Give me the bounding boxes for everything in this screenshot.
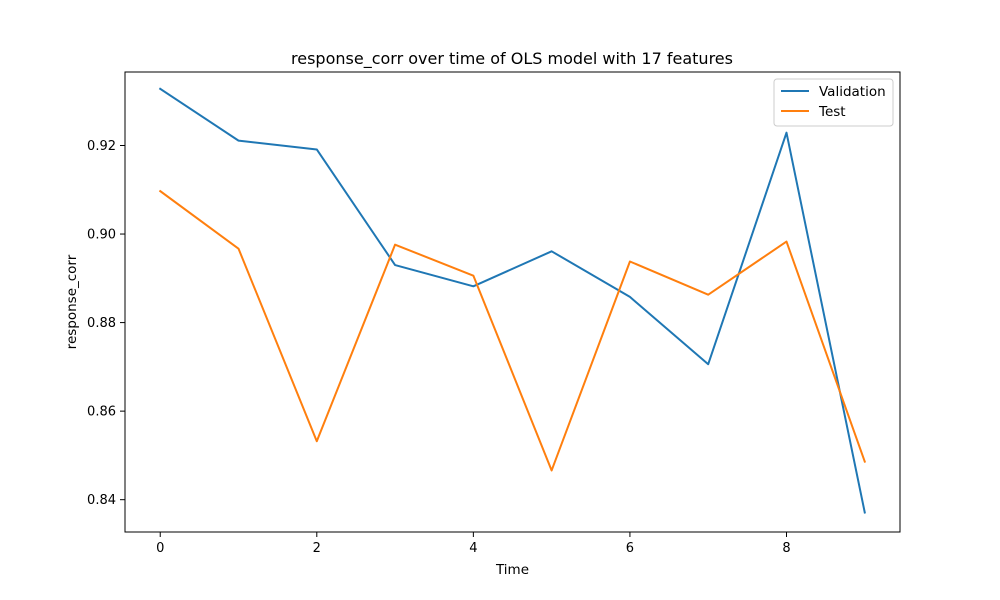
x-axis-ticks: 0 2 4 6 8: [156, 532, 791, 556]
legend: Validation Test: [773, 78, 894, 127]
y-tick-label: 0.92: [87, 139, 116, 154]
chart-title: response_corr over time of OLS model wit…: [291, 49, 733, 69]
legend-label-validation: Validation: [819, 84, 886, 100]
x-axis-label: Time: [495, 562, 529, 578]
legend-label-test: Test: [818, 104, 846, 120]
y-tick-label: 0.88: [87, 316, 116, 331]
x-tick-label: 4: [469, 541, 477, 556]
x-tick-label: 2: [313, 541, 321, 556]
x-tick-label: 8: [782, 541, 790, 556]
series-line-test: [158, 189, 867, 472]
y-tick-label: 0.90: [87, 228, 116, 243]
x-tick-label: 6: [626, 541, 634, 556]
series-layer: [158, 87, 867, 514]
series-line-validation: [158, 87, 866, 514]
y-axis-ticks: 0.84 0.86 0.88 0.90 0.92: [87, 139, 125, 508]
y-tick-label: 0.84: [87, 493, 116, 508]
y-axis-label: response_corr: [64, 254, 80, 349]
plot-area: [124, 71, 901, 533]
y-tick-label: 0.86: [87, 405, 116, 420]
axes-frame: [124, 71, 901, 533]
x-tick-label: 0: [156, 541, 164, 556]
